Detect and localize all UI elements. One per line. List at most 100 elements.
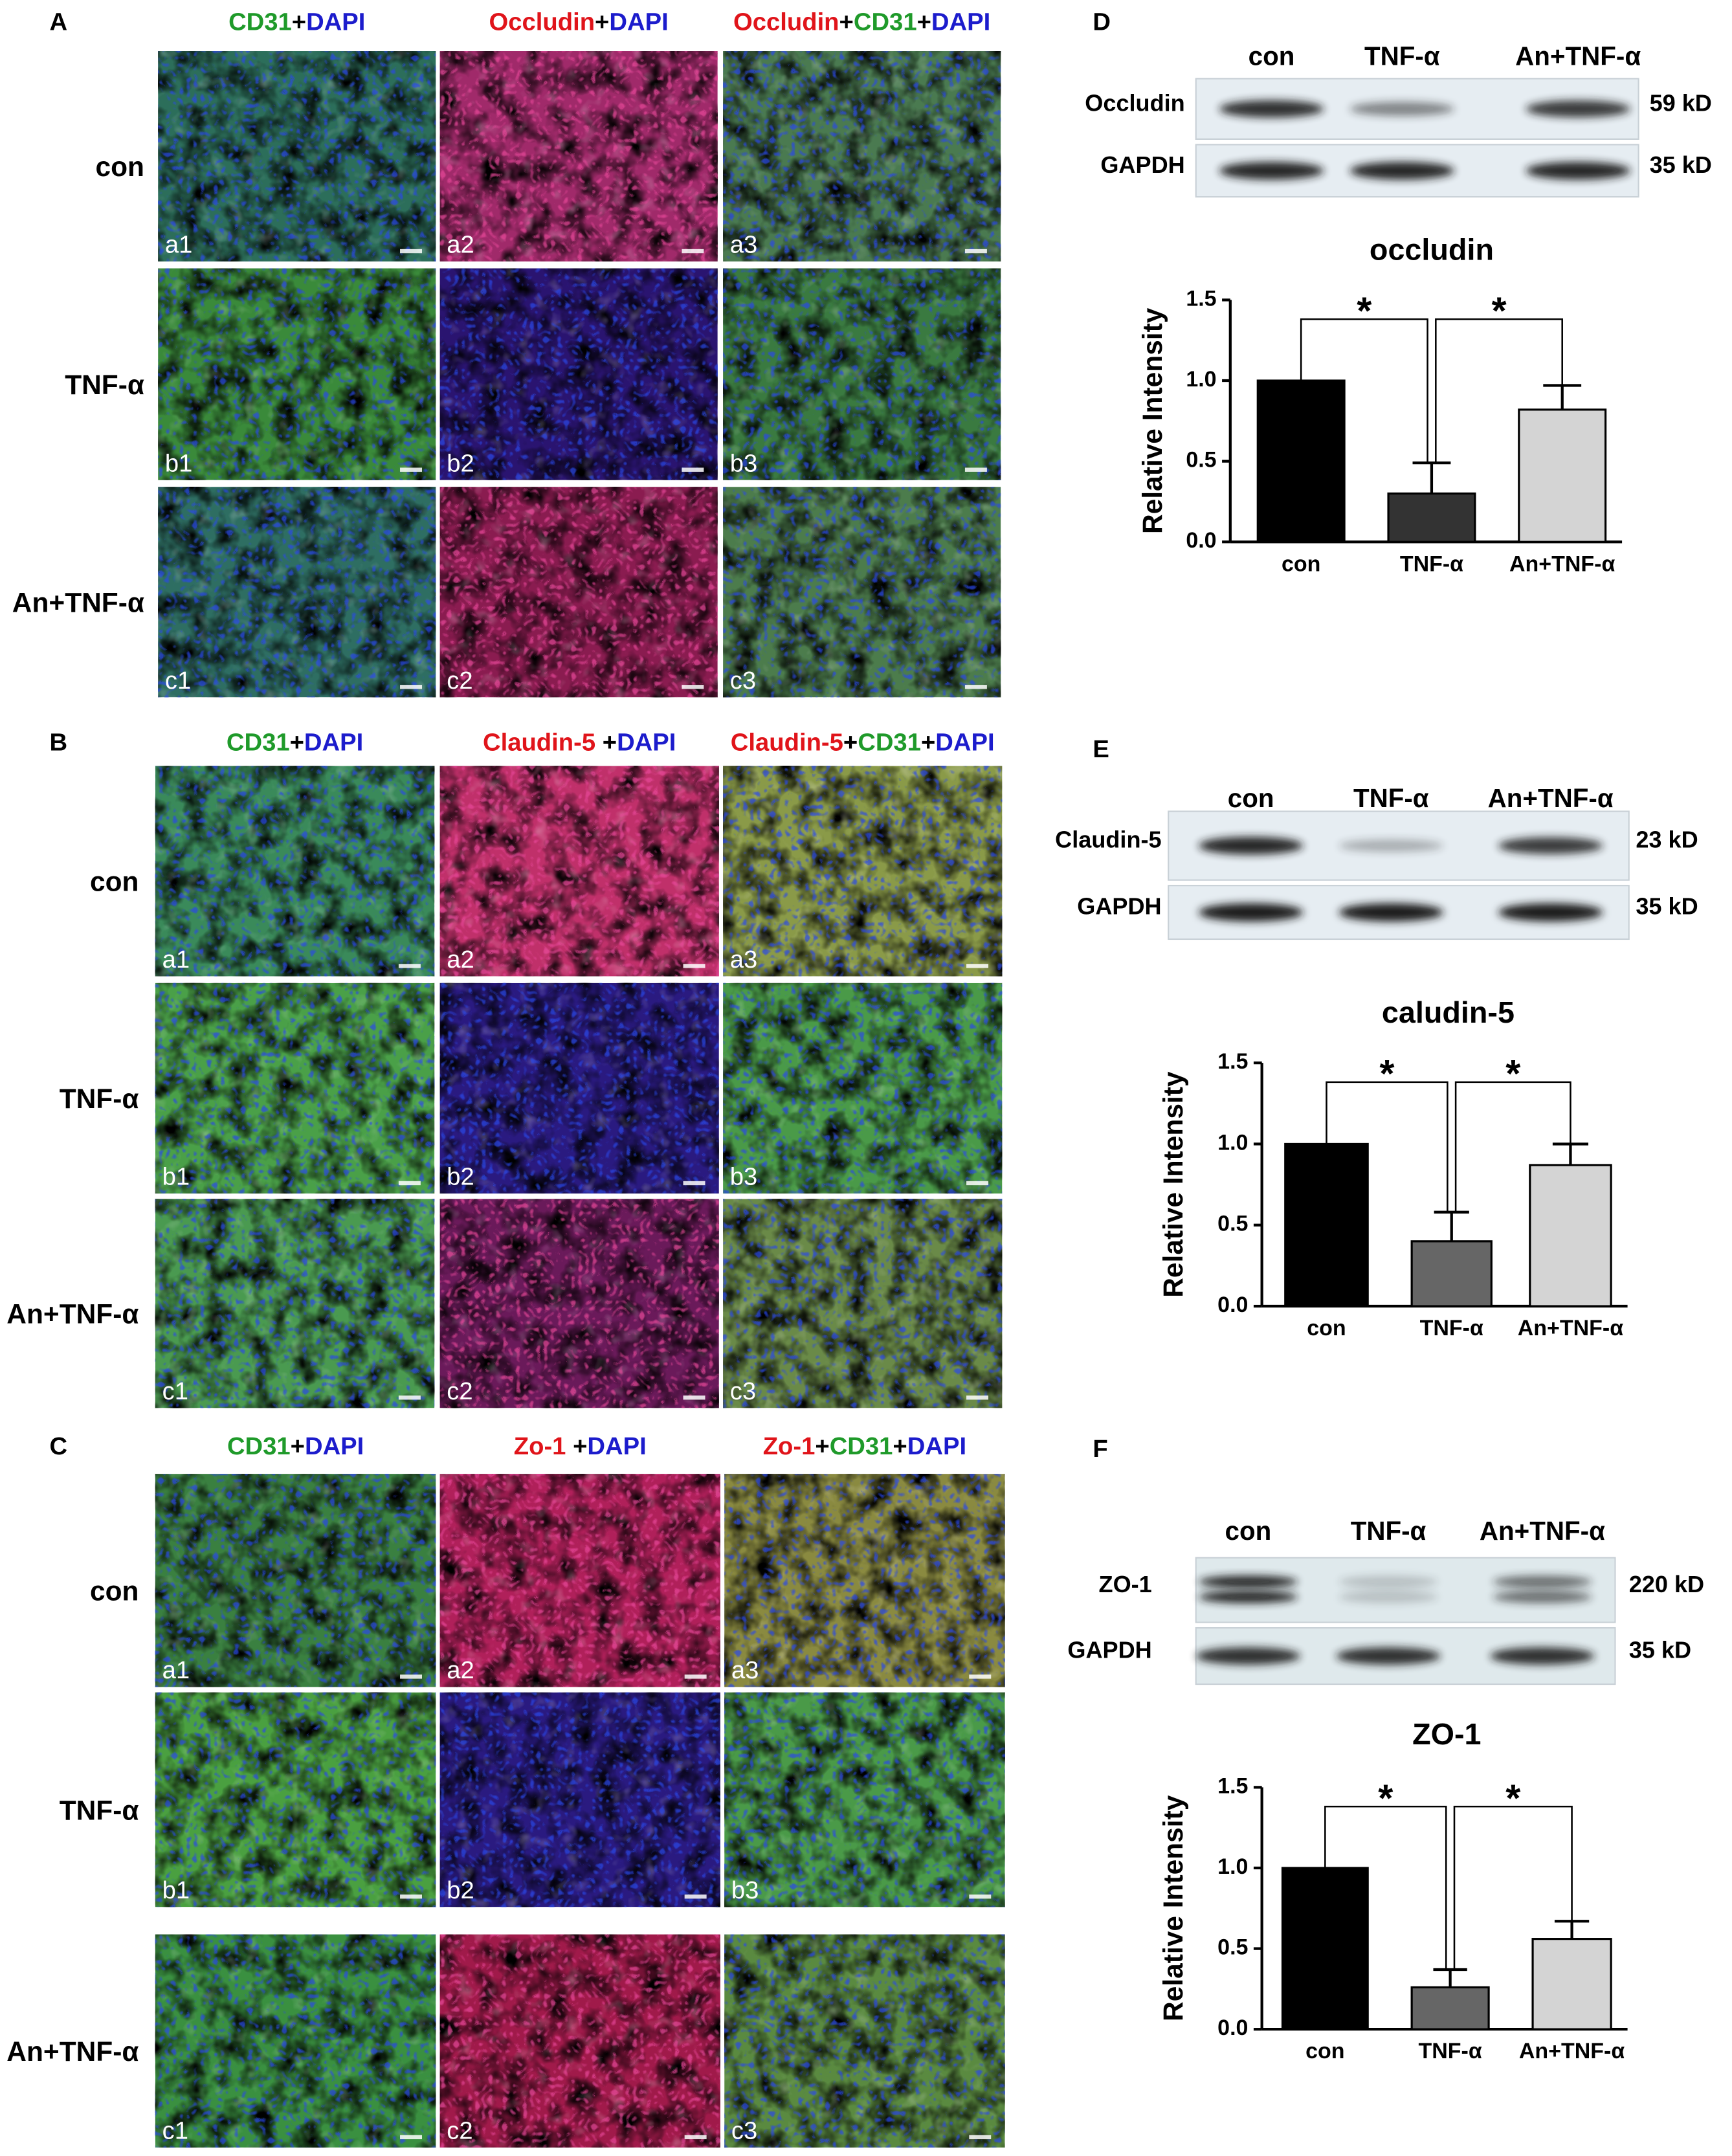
panel-letter: D [1093, 8, 1111, 36]
significance-label: * [1491, 289, 1507, 332]
tile-label: b1 [162, 1163, 190, 1191]
scale-bar [683, 1181, 705, 1186]
scale-bar [969, 2135, 992, 2140]
scale-bar [964, 467, 987, 472]
micrograph-nuclei [724, 1934, 1005, 2148]
blot-size-label: 35 kD [1629, 1637, 1691, 1663]
header-part: Claudin-5 [483, 729, 595, 757]
header-part: + [595, 729, 617, 757]
micrograph-nuclei [155, 983, 435, 1194]
blot-size-label: 35 kD [1650, 151, 1712, 178]
y-tick-label: 1.0 [1217, 1854, 1248, 1879]
y-tick-label: 0.5 [1217, 1935, 1248, 1960]
blot-band [1338, 839, 1443, 852]
header-part: Occludin [733, 8, 839, 36]
tile-label: c3 [731, 2117, 757, 2145]
row-label: TNF-α [65, 370, 144, 400]
micrograph-nuclei [439, 766, 719, 977]
y-axis-title: Relative Intensity [1158, 1795, 1188, 2021]
tile-label: a2 [447, 946, 474, 973]
significance-bracket [1326, 1081, 1449, 1212]
tile-label: a3 [731, 1656, 759, 1684]
scale-bar [684, 1674, 707, 1679]
bar [1281, 1867, 1369, 2030]
blot-size-label: 220 kD [1629, 1571, 1704, 1597]
significance-bracket [1435, 318, 1563, 463]
chart-title: caludin-5 [1382, 995, 1515, 1029]
micrograph-nuclei [439, 268, 718, 480]
micrograph-nuclei [723, 487, 1001, 698]
blot-band [1349, 162, 1454, 180]
header-part: DAPI [617, 729, 676, 757]
blot-size-label: 35 kD [1636, 893, 1698, 920]
y-tick-label: 0.0 [1217, 1293, 1248, 1317]
lane-label: An+TNF-α [1488, 783, 1614, 813]
scale-bar [966, 1395, 989, 1400]
header-part: + [595, 8, 609, 36]
bar [1529, 1164, 1612, 1307]
x-tick-label: An+TNF-α [1509, 551, 1615, 576]
header-part: Zo-1 [763, 1432, 816, 1460]
scale-bar [683, 964, 705, 968]
tile-label: a3 [730, 231, 758, 259]
lane-label: An+TNF-α [1515, 41, 1641, 71]
micrograph-nuclei [439, 487, 718, 698]
panel-letter: B [49, 729, 67, 757]
header-part: DAPI [931, 8, 990, 36]
micrograph-nuclei [439, 51, 718, 261]
scale-bar [964, 249, 987, 254]
header-part: + [290, 729, 304, 757]
micrograph-nuclei [439, 1474, 720, 1687]
significance-bracket [1454, 1081, 1571, 1212]
scale-bar [400, 685, 423, 689]
blot-band [1493, 1575, 1592, 1588]
micrograph-nuclei [724, 1474, 1005, 1687]
header-part: CD31 [854, 8, 917, 36]
blot-band [1493, 1590, 1592, 1603]
column-header: CD31+DAPI [227, 1432, 364, 1460]
column-header: Claudin-5 +DAPI [483, 729, 676, 757]
tile-label: b3 [731, 1876, 759, 1904]
blot-row-label: GAPDH [1100, 151, 1184, 178]
micrograph-nuclei [439, 1692, 720, 1907]
blot-size-label: 59 kD [1650, 89, 1712, 116]
header-part: DAPI [935, 729, 994, 757]
y-tick-label: 0.5 [1217, 1212, 1248, 1236]
x-tick-label: con [1282, 551, 1320, 576]
significance-label: * [1378, 1776, 1393, 1819]
panel-letter: A [49, 8, 67, 36]
chart-title: ZO-1 [1412, 1717, 1481, 1751]
scale-bar [684, 2135, 707, 2140]
tile-label: b1 [162, 1876, 190, 1904]
significance-bracket [1453, 1805, 1573, 1970]
x-tick-label: TNF-α [1420, 1316, 1483, 1340]
blot-band [1338, 1575, 1438, 1588]
header-part: Zo-1 [514, 1432, 566, 1460]
row-label: TNF-α [60, 1084, 139, 1114]
bar [1531, 1938, 1612, 2030]
blot-band [1338, 1590, 1438, 1603]
micrograph-nuclei [155, 766, 435, 977]
bar [1284, 1142, 1369, 1307]
row-label: TNF-α [60, 1795, 139, 1826]
y-tick-label: 1.0 [1186, 367, 1216, 392]
blot-row-label: Occludin [1085, 89, 1184, 116]
scale-bar [682, 467, 704, 472]
tile-label: c2 [447, 1377, 472, 1405]
micrograph-nuclei [158, 268, 436, 480]
micrograph-nuclei [155, 1474, 436, 1687]
scale-bar [400, 249, 423, 254]
scale-bar [966, 964, 989, 968]
scale-bar [684, 1895, 707, 1899]
blot-row-label: GAPDH [1077, 893, 1161, 920]
header-part: CD31 [227, 1432, 291, 1460]
tile-label: c1 [165, 667, 191, 695]
tile-label: b2 [447, 1876, 474, 1904]
blot-size-label: 23 kD [1636, 827, 1698, 853]
header-part: + [917, 8, 931, 36]
scale-bar [969, 1895, 992, 1899]
panel-letter: E [1093, 735, 1109, 763]
row-label: con [95, 151, 144, 182]
significance-label: * [1505, 1776, 1521, 1819]
